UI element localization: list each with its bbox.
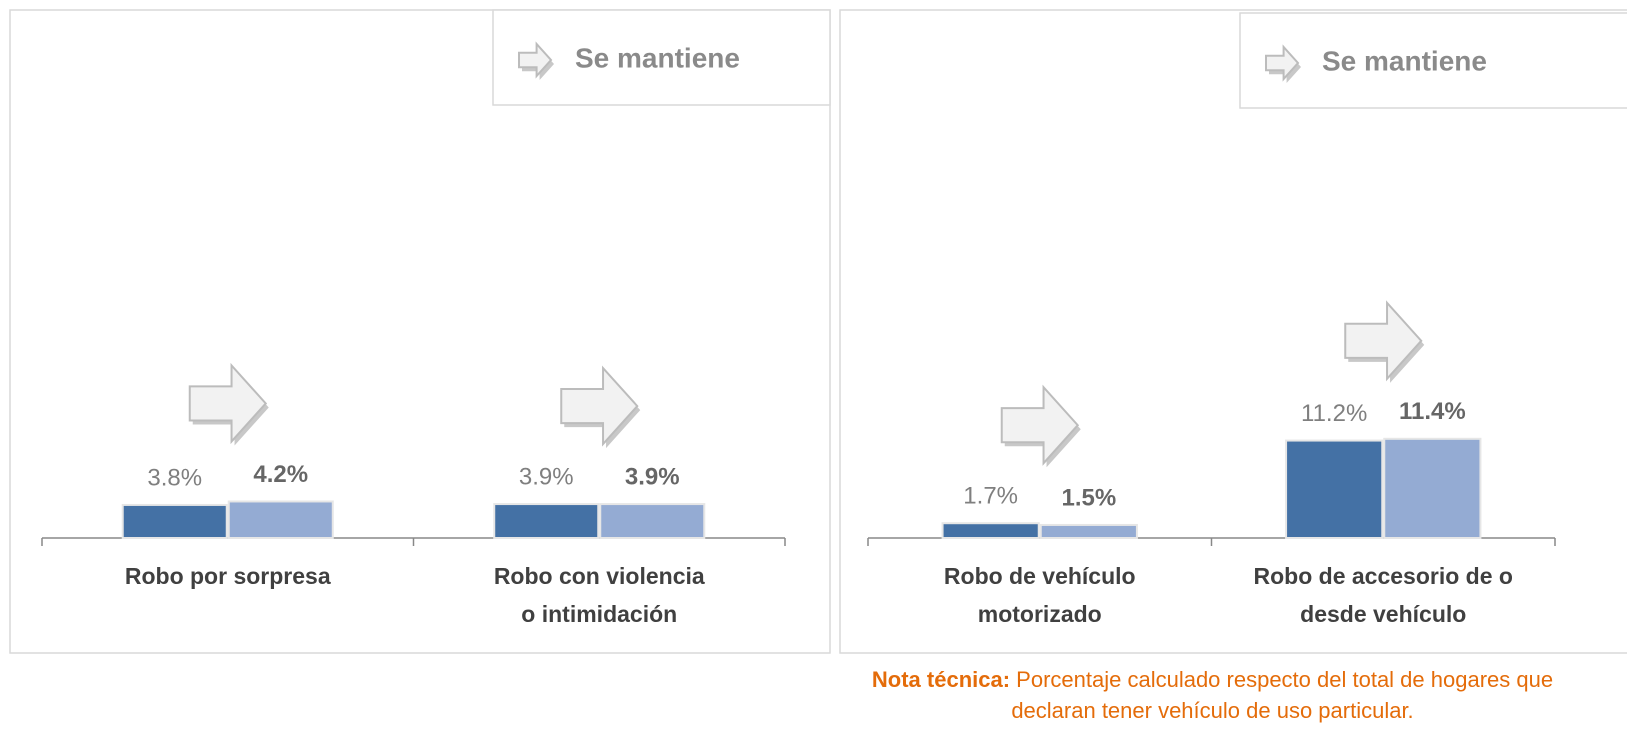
x-tick-label-line: o intimidación [521,601,677,627]
note: Nota técnica: Porcentaje calculado respe… [840,664,1585,726]
bar [1285,439,1384,539]
note-label: Nota técnica: [871,667,1011,692]
value-label: 1.5% [1061,484,1116,511]
value-label: 4.2% [253,461,308,488]
x-tick-label-line: desde vehículo [1300,601,1466,627]
bar [1383,437,1482,540]
badge [1239,12,1627,109]
value-label: 3.9% [625,463,680,490]
x-tick-label: Robo por sorpresa [125,563,331,589]
x-tick-label-line: Robo de vehículo [944,563,1136,589]
x-tick-label-line: motorizado [978,601,1102,627]
bar [493,503,600,540]
trend-arrow [560,365,639,447]
x-tick-label-line: Robo con violencia [494,563,705,589]
badge-text: Se mantiene [1322,45,1487,76]
x-tick-label: Robo de accesorio de o desde vehículo [1254,563,1513,627]
x-tick-label-line: Robo por sorpresa [125,563,331,589]
value-label: 11.4% [1399,398,1466,425]
x-tick-label: Robo con violencia o intimidación [494,563,705,627]
trend-arrow [1000,384,1080,466]
note-text: Porcentaje calculado respecto del total … [1011,667,1554,723]
badge-icon [1265,44,1300,82]
bar [227,500,334,539]
bar [599,503,706,540]
badge-icon [518,41,553,79]
x-tick-label: Robo de vehículo motorizado [944,563,1136,627]
badge-text: Se mantiene [575,42,740,73]
x-tick-label-line: Robo de accesorio de o [1254,563,1513,589]
value-label: 11.2% [1301,400,1367,427]
trend-arrow [1344,300,1423,382]
value-label: 3.9% [519,463,574,490]
bar [121,503,228,540]
bar [1039,523,1138,540]
bar [941,522,1040,540]
panel [9,9,831,654]
trend-arrow [188,362,268,445]
value-label: 3.8% [147,464,202,491]
panel [839,9,1627,654]
value-label: 1.7% [963,483,1018,510]
